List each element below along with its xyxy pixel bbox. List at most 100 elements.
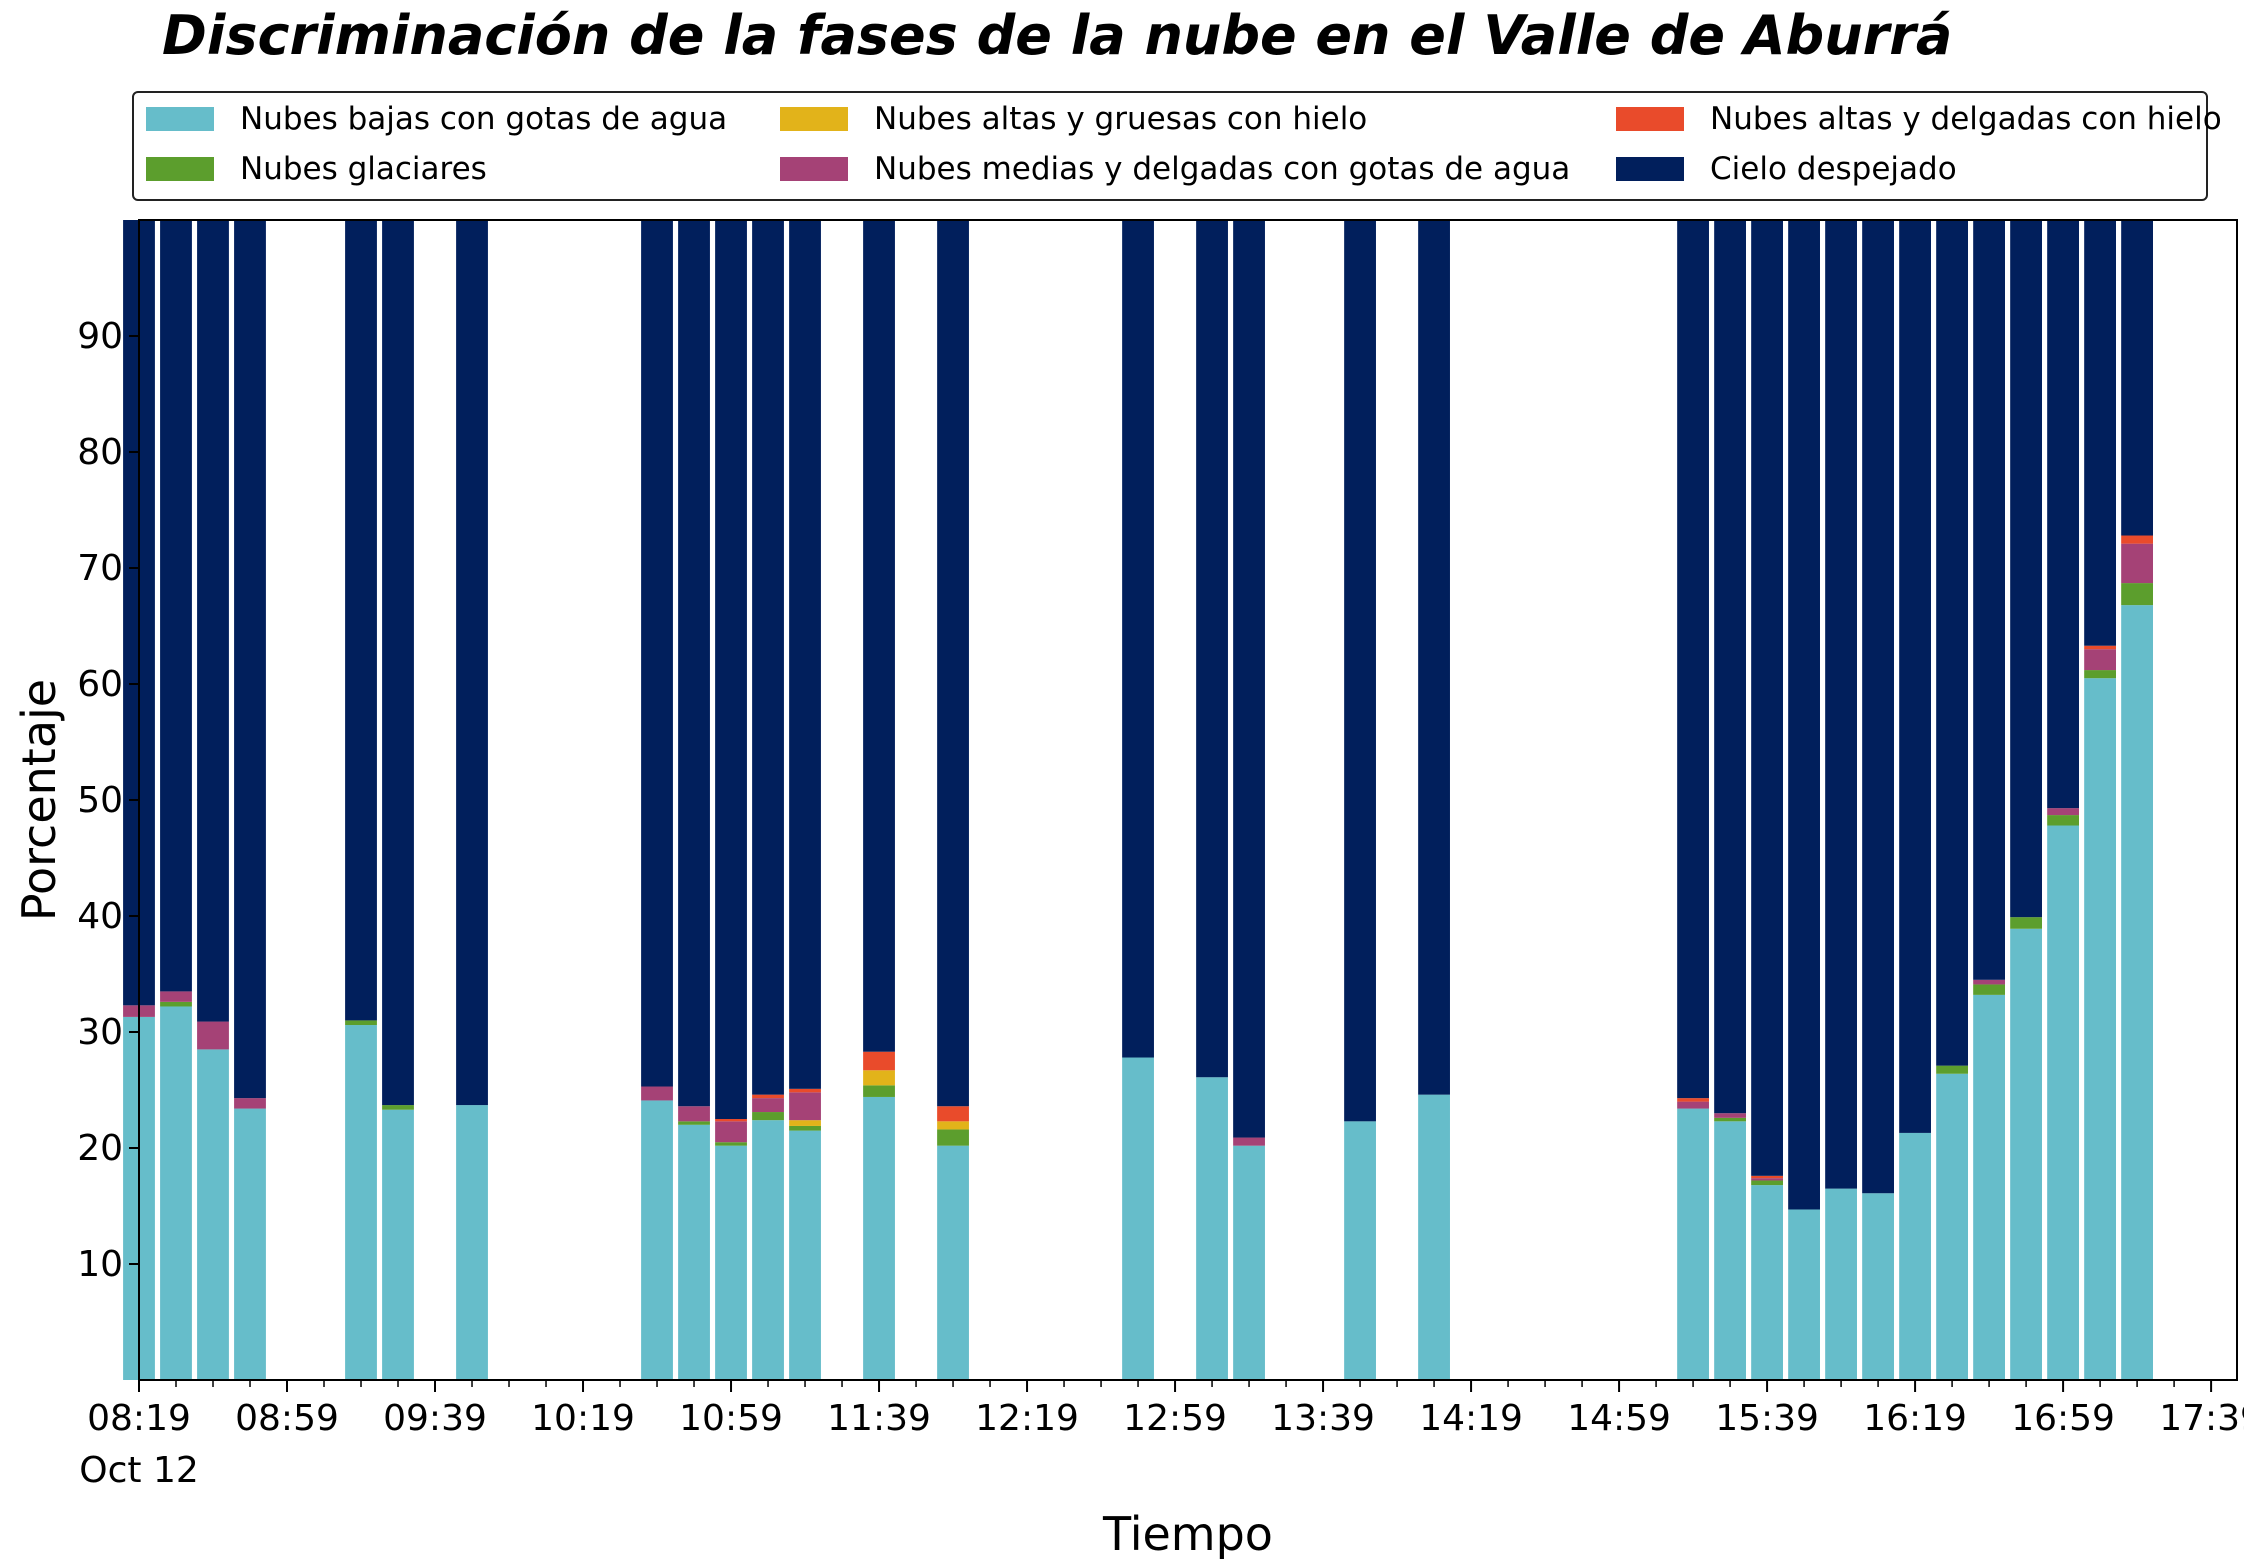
y-axis-label: Porcentaje [12,679,66,921]
bar-segment-15:39-s5 [1751,220,1783,1176]
legend-label: Nubes medias y delgadas con gotas de agu… [874,151,1571,187]
bar-segment-15:59-s0 [1825,1188,1857,1380]
bar-segment-10:49-s1 [678,1121,710,1125]
bar-segment-10:49-s5 [678,220,710,1107]
bar-segment-16:59-s5 [2047,220,2079,809]
legend-item-1: Nubes glaciares [146,151,487,187]
x-tick-label-16:59: 16:59 [2011,1398,2115,1439]
bar-segment-11:59-s1 [937,1129,969,1146]
x-tick-label-08:59: 08:59 [235,1398,339,1439]
bar-segment-11:59-s4 [937,1106,969,1122]
bar-segment-15:39-s0 [1751,1185,1783,1380]
bar-segment-13:19-s3 [1233,1137,1265,1146]
bar-segment-16:59-s0 [2047,825,2079,1380]
x-date-label: Oct 12 [79,1450,199,1491]
legend-label: Cielo despejado [1710,151,1957,187]
bar-segment-15:19-s3 [1677,1101,1709,1109]
bar-segment-09:19-s0 [345,1025,377,1380]
bar-segment-15:59-s5 [1825,220,1857,1189]
bar-segment-09:29-s0 [382,1109,414,1380]
y-tick-label-40: 40 [77,896,123,937]
bar-segment-15:29-s3 [1714,1113,1746,1118]
bar-segment-16:19-s0 [1899,1132,1931,1380]
bar-segment-17:09-s4 [2084,645,2116,650]
y-tick-label-70: 70 [77,548,123,589]
bar-segment-11:39-s4 [863,1051,895,1071]
bar-segment-11:09-s5 [752,220,784,1095]
bar-segment-08:29-s0 [160,1006,192,1380]
bar-segment-11:09-s4 [752,1094,784,1099]
bar-segment-11:39-s5 [863,220,895,1052]
bar-segment-09:19-s1 [345,1020,377,1026]
bar-segment-11:09-s0 [752,1120,784,1380]
bar-segment-16:39-s1 [1973,984,2005,995]
bar-segment-10:39-s0 [641,1100,673,1380]
bar-segment-11:19-s3 [789,1092,821,1121]
bar-segment-16:59-s3 [2047,808,2079,816]
bar-segment-13:09-s0 [1196,1077,1228,1380]
bar-segment-11:19-s4 [789,1088,821,1093]
bar-segment-15:39-s4 [1751,1175,1783,1179]
bar-segment-10:59-s0 [715,1145,747,1380]
x-axis-label: Tiempo [1102,1507,1273,1559]
legend: Nubes bajas con gotas de agua Nubes glaci… [132,91,2222,201]
bar-segment-17:09-s0 [2084,678,2116,1380]
bar-segment-10:49-s0 [678,1124,710,1380]
bar-segment-16:39-s3 [1973,979,2005,985]
bar-segment-15:49-s0 [1788,1209,1820,1380]
bar-segment-15:19-s5 [1677,220,1709,1099]
legend-swatch [1616,107,1684,131]
legend-item-3: Nubes medias y delgadas con gotas de agu… [780,151,1570,187]
bar-segment-15:19-s0 [1677,1108,1709,1380]
bars-layer [123,220,2153,1380]
bar-segment-16:39-s5 [1973,220,2005,980]
bar-segment-17:09-s1 [2084,670,2116,679]
bar-segment-15:39-s1 [1751,1180,1783,1186]
bar-segment-13:19-s5 [1233,220,1265,1138]
legend-label: Nubes glaciares [240,151,487,187]
bar-segment-11:19-s0 [789,1130,821,1380]
legend-item-2: Nubes altas y gruesas con hielo [780,101,1367,137]
bar-segment-10:59-s3 [715,1121,747,1143]
x-tick-label-08:19: 08:19 [87,1398,191,1439]
bar-segment-08:39-s5 [197,220,229,1022]
x-tick-label-10:19: 10:19 [531,1398,635,1439]
bar-segment-16:39-s0 [1973,994,2005,1380]
bar-segment-10:39-s3 [641,1086,673,1101]
bar-segment-10:59-s5 [715,220,747,1119]
bar-segment-10:59-s1 [715,1142,747,1146]
bar-segment-09:49-s0 [456,1105,488,1380]
y-tick-label-80: 80 [77,432,123,473]
bar-segment-08:39-s0 [197,1049,229,1380]
x-tick-label-16:19: 16:19 [1863,1398,1967,1439]
x-tick-label-15:39: 15:39 [1715,1398,1819,1439]
bar-segment-11:59-s2 [937,1121,969,1130]
bar-segment-16:49-s1 [2010,917,2042,929]
legend-swatch [780,157,848,181]
bar-segment-13:49-s5 [1344,220,1376,1122]
chart-title: Discriminación de la fases de la nube en… [162,4,1953,67]
bar-segment-11:59-s0 [937,1145,969,1380]
bar-segment-08:39-s3 [197,1021,229,1050]
y-tick-label-90: 90 [77,316,123,357]
legend-swatch [146,157,214,181]
bar-segment-14:09-s5 [1418,220,1450,1095]
legend-label: Nubes bajas con gotas de agua [240,101,728,137]
bar-segment-17:19-s5 [2121,220,2153,536]
bar-segment-11:19-s2 [789,1120,821,1126]
y-tick-label-60: 60 [77,664,123,705]
legend-label: Nubes altas y delgadas con hielo [1710,101,2222,137]
bar-segment-16:59-s1 [2047,815,2079,826]
bar-segment-16:29-s0 [1936,1073,1968,1380]
bar-segment-08:29-s5 [160,220,192,992]
bar-segment-11:39-s1 [863,1085,895,1097]
legend-item-4: Nubes altas y delgadas con hielo [1616,101,2222,137]
x-tick-label-12:59: 12:59 [1123,1398,1227,1439]
y-axis: 10 20 30 40 50 60 70 80 90 [77,316,139,1285]
bar-segment-12:49-s5 [1122,220,1154,1058]
bar-segment-14:09-s0 [1418,1094,1450,1380]
bar-segment-08:49-s0 [234,1108,266,1380]
x-tick-label-09:39: 09:39 [383,1398,487,1439]
bar-segment-10:39-s5 [641,220,673,1087]
x-tick-label-12:19: 12:19 [975,1398,1079,1439]
